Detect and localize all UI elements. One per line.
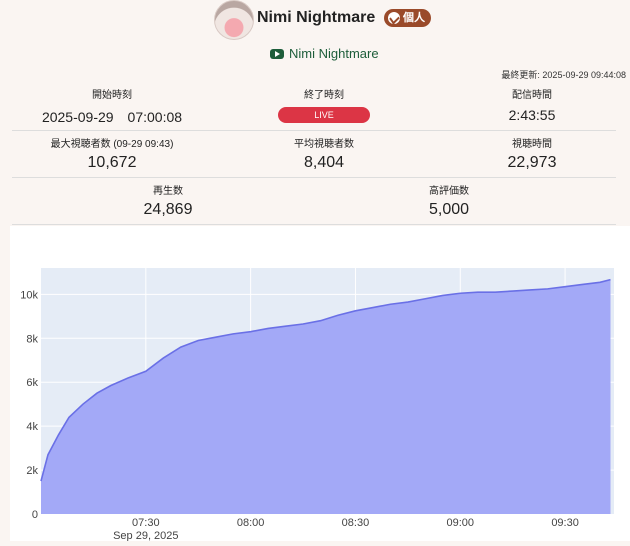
stat-duration-label: 配信時間 — [422, 86, 630, 101]
stat-plays: 再生数 24,869 — [12, 178, 324, 219]
stat-max-viewers: 最大視聴者数 (09-29 09:43) 10,672 — [12, 131, 212, 172]
x-date-label: Sep 29, 2025 — [113, 530, 178, 541]
stats-row-engagement: 再生数 24,869 高評価数 5,000 — [12, 178, 616, 225]
stat-end: 終了時刻 LIVE — [224, 82, 424, 123]
stat-likes: 高評価数 5,000 — [324, 178, 574, 219]
youtube-channel-name[interactable]: Nimi Nightmare — [289, 46, 379, 61]
viewers-chart[interactable]: 0 2k 4k 6k 8k 10k 07:30 08:00 08:30 09:00 09:30 Sep… — [10, 226, 630, 541]
stat-start-value: 2025-09-29 07:00:08 — [12, 107, 212, 127]
stat-plays-label: 再生数 — [12, 182, 324, 197]
stat-plays-value: 24,869 — [12, 201, 324, 219]
stats-row-time: 開始時刻 2025-09-29 07:00:08 終了時刻 LIVE 配信時間 … — [12, 82, 616, 131]
stat-end-label: 終了時刻 — [224, 86, 424, 101]
y-tick-label: 2k — [26, 465, 38, 477]
badge-label: 個人 — [403, 9, 425, 27]
stat-max-viewers-value: 10,672 — [12, 154, 212, 172]
y-tick-label: 10k — [20, 289, 38, 301]
x-tick-label: 07:30 — [132, 517, 160, 529]
channel-avatar[interactable] — [214, 0, 254, 40]
stat-likes-value: 5,000 — [324, 201, 574, 219]
stat-avg-viewers-value: 8,404 — [224, 154, 424, 172]
stat-avg-viewers-label: 平均視聴者数 — [224, 135, 424, 150]
y-tick-label: 4k — [26, 421, 38, 433]
y-tick-label: 0 — [32, 509, 38, 521]
stat-watch-time-value: 22,973 — [422, 154, 630, 172]
y-tick-label: 8k — [26, 333, 38, 345]
stat-duration-value: 2:43:55 — [422, 107, 630, 123]
stats-row-viewers: 最大視聴者数 (09-29 09:43) 10,672 平均視聴者数 8,404… — [12, 131, 616, 178]
youtube-channel-link[interactable]: Nimi Nightmare — [270, 46, 379, 61]
x-tick-label: 08:30 — [342, 517, 370, 529]
x-tick-label: 09:30 — [551, 517, 579, 529]
stat-start-label: 開始時刻 — [12, 86, 212, 101]
stat-start: 開始時刻 2025-09-29 07:00:08 — [12, 82, 212, 127]
stat-max-viewers-label: 最大視聴者数 (09-29 09:43) — [12, 135, 212, 150]
channel-type-badge: 個人 — [384, 9, 431, 27]
live-badge: LIVE — [278, 107, 370, 123]
x-tick-label: 09:00 — [447, 517, 475, 529]
stat-likes-label: 高評価数 — [324, 182, 574, 197]
channel-name[interactable]: Nimi Nightmare — [257, 9, 375, 27]
y-tick-label: 6k — [26, 377, 38, 389]
channel-header: Nimi Nightmare 個人 — [0, 0, 630, 40]
viewers-chart-svg[interactable]: 0 2k 4k 6k 8k 10k 07:30 08:00 08:30 09:00 09:30 Sep… — [10, 226, 630, 541]
stat-avg-viewers: 平均視聴者数 8,404 — [224, 131, 424, 172]
stat-duration: 配信時間 2:43:55 — [422, 82, 630, 123]
stat-watch-time: 視聴時間 22,973 — [422, 131, 630, 172]
stat-watch-time-label: 視聴時間 — [422, 135, 630, 150]
x-tick-label: 08:00 — [237, 517, 265, 529]
youtube-icon — [270, 49, 284, 59]
activity-icon — [388, 12, 400, 24]
last-updated: 最終更新: 2025-09-29 09:44:08 — [501, 68, 626, 81]
